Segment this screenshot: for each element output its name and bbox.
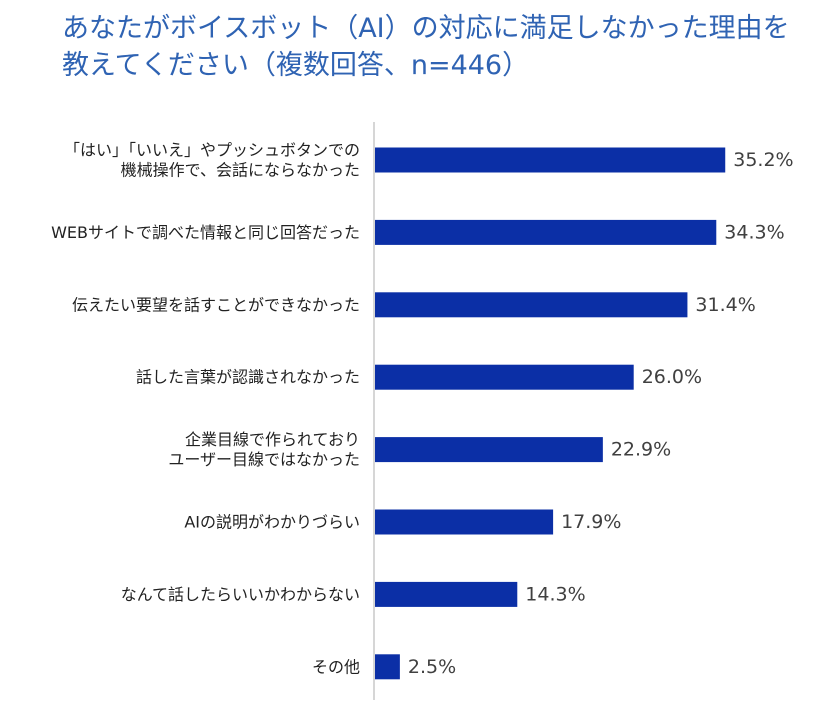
- value-label-3: 31.4%: [695, 294, 755, 316]
- chart-title-line-2: 教えてください（複数回答、n=446）: [62, 50, 530, 81]
- category-label-6-line-1: AIの説明がわかりづらい: [184, 513, 360, 532]
- value-label-5: 22.9%: [611, 439, 671, 461]
- bars-group: [375, 147, 726, 680]
- category-label-8-line-1: その他: [312, 657, 360, 676]
- category-label-4-line-1: 話した言葉が認識されなかった: [136, 368, 360, 387]
- category-label-3-line-1: 伝えたい要望を話すことができなかった: [72, 295, 360, 314]
- bar-8: [375, 654, 400, 680]
- bar-6: [375, 509, 554, 535]
- chart-title-line-1: あなたがボイスボット（AI）の対応に満足しなかった理由を: [62, 13, 790, 44]
- bar-3: [375, 292, 688, 318]
- bar-7: [375, 581, 518, 607]
- bar-2: [375, 219, 717, 245]
- value-labels-group: 35.2% 34.3% 31.4% 26.0% 22.9% 17.9% 14.3% 2.5%: [408, 149, 794, 678]
- category-label-5-line-2: ユーザー目線ではなかった: [168, 450, 360, 469]
- category-label-2-line-1: WEBサイトで調べた情報と同じ回答だった: [51, 223, 360, 242]
- chart-title: あなたがボイスボット（AI）の対応に満足しなかった理由を 教えてください（複数回…: [62, 10, 822, 84]
- category-label-1-line-1: 「はい」「いいえ」やプッシュボタンでの: [64, 141, 360, 160]
- value-label-2: 34.3%: [724, 221, 784, 243]
- bar-5: [375, 437, 603, 463]
- bar-4: [375, 364, 634, 390]
- category-label-1-line-2: 機械操作で、会話にならなかった: [121, 161, 360, 180]
- value-label-8: 2.5%: [408, 656, 456, 678]
- value-label-1: 35.2%: [733, 149, 793, 171]
- bar-1: [375, 147, 726, 173]
- value-label-6: 17.9%: [561, 511, 621, 533]
- category-label-5-line-1: 企業目線で作られており: [185, 430, 360, 449]
- value-label-7: 14.3%: [525, 583, 585, 605]
- value-label-4: 26.0%: [642, 366, 702, 388]
- category-label-7-line-1: なんて話したらいいかわからない: [121, 585, 360, 604]
